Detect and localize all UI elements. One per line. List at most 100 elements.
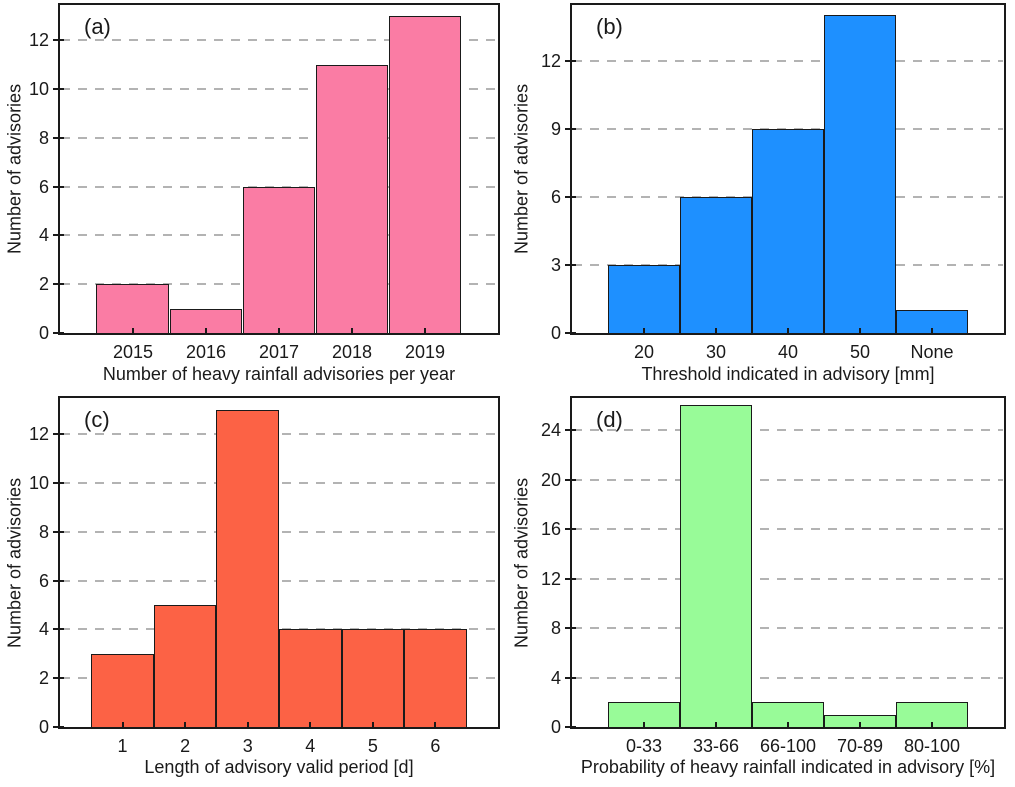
y-tick-mark: [53, 136, 64, 139]
bar-2015: [96, 284, 170, 333]
x-tick-label: 50: [849, 342, 870, 362]
panel-a: Number of advisories (a) 0 2 4 6 8 10 12 2015 20…: [0, 0, 507, 393]
x-axis-label: Threshold indicated in advisory [mm]: [641, 364, 935, 384]
plot-area-b: (b) 0 3 6 9 12 20 30 40 50 None: [541, 3, 1006, 361]
x-tick-mark: [350, 328, 353, 333]
x-tick-label: 1: [117, 736, 128, 756]
y-tick-label: 4: [550, 667, 561, 688]
gridline-y12: [573, 577, 1003, 580]
x-tick-label: 5: [367, 736, 378, 756]
y-tick-mark: [53, 530, 64, 533]
y-tick-mark: [53, 433, 64, 436]
y-tick-mark: [53, 185, 64, 188]
x-tick-mark: [246, 722, 249, 727]
y-tick-mark: [565, 263, 576, 266]
bar-6: [404, 629, 467, 727]
y-tick-mark: [53, 39, 64, 42]
x-tick-label: 66-100: [759, 736, 817, 756]
bar-1: [91, 653, 154, 727]
y-tick-mark: [53, 677, 64, 680]
x-tick-label: 33-66: [692, 736, 740, 756]
gridline-y16: [573, 528, 1003, 531]
x-tick-mark: [642, 328, 645, 333]
bar-2017: [242, 186, 316, 333]
x-tick-label: 2017: [258, 342, 300, 362]
bar-20: [607, 264, 680, 333]
x-tick-label: 2015: [112, 342, 154, 362]
gridline-y20: [573, 478, 1003, 481]
y-tick-mark: [565, 676, 576, 679]
y-tick-label: 20: [540, 469, 561, 490]
y-tick-label: 10: [28, 472, 49, 493]
y-tick-mark: [565, 478, 576, 481]
gridline-y8: [61, 530, 497, 533]
x-tick-mark: [931, 328, 933, 333]
y-tick-label: 8: [550, 618, 561, 639]
y-tick-label: 0: [550, 717, 561, 737]
gridline-y6: [61, 579, 497, 582]
y-axis-label: Number of advisories: [4, 83, 25, 255]
y-tick-mark: [565, 429, 576, 432]
x-tick-mark: [424, 328, 426, 333]
x-tick-label: 0-33: [625, 736, 662, 756]
y-tick-mark: [565, 627, 576, 630]
y-axis-label: Number of advisories: [511, 83, 532, 255]
y-tick-label: 12: [540, 50, 561, 71]
y-axis-label: Number of advisories: [511, 477, 532, 648]
plot-area-c: (c) 0 2 4 6 8 10 12 1 2 3 4 5 6: [29, 396, 500, 755]
y-tick-mark: [565, 127, 576, 130]
x-tick-mark: [371, 722, 374, 727]
y-tick-label: 24: [540, 420, 561, 441]
y-tick-label: 12: [540, 568, 561, 589]
gridline-y12: [61, 39, 497, 42]
bar-3: [216, 409, 279, 727]
y-tick-label: 8: [38, 127, 49, 148]
y-tick-mark: [53, 579, 64, 582]
x-tick-mark: [714, 722, 717, 727]
x-tick-label: 2018: [331, 342, 373, 362]
x-tick-label: 40: [777, 342, 799, 362]
panel-c: Number of advisories (c) 0 2 4 6 8 10 12 1 2 3 4 5 6…: [0, 393, 507, 787]
y-tick-label: 9: [550, 118, 561, 139]
y-tick-label: 2: [38, 274, 49, 295]
bar-4: [279, 629, 342, 727]
y-tick-label: 6: [38, 570, 49, 591]
panel-b: Number of advisories (b) 0 3 6 9 12 20 30 40 50 N…: [507, 0, 1015, 393]
y-tick-label: 3: [550, 254, 561, 275]
x-tick-label: None: [910, 342, 954, 362]
y-tick-mark: [565, 332, 576, 334]
y-tick-label: 10: [28, 79, 49, 100]
x-tick-mark: [204, 328, 207, 333]
panel-letter-b: (b): [596, 14, 623, 39]
bar-2: [153, 604, 217, 727]
bar-2018: [315, 64, 389, 333]
bar-70-89: [824, 714, 896, 727]
x-tick-label: 2: [180, 736, 191, 756]
y-tick-label: 0: [550, 323, 561, 343]
bar-30: [680, 196, 752, 333]
panel-d: Number of advisories (d) 0 4 8 12 16 20 24 0-33…: [507, 393, 1015, 787]
x-axis-label: Number of heavy rainfall advisories per …: [102, 364, 456, 384]
y-tick-label: 8: [38, 521, 49, 542]
x-tick-label: 2019: [404, 342, 446, 362]
y-tick-mark: [565, 59, 576, 62]
x-tick-label: 70-89: [836, 736, 884, 756]
y-tick-mark: [53, 481, 64, 484]
gridline-y12: [573, 59, 1003, 62]
y-tick-mark: [565, 195, 576, 198]
x-tick-label: 30: [705, 342, 726, 362]
y-tick-label: 4: [38, 225, 49, 246]
x-axis-label: Probability of heavy rainfall indicated …: [580, 757, 996, 777]
x-tick-label: 6: [430, 736, 441, 756]
y-tick-mark: [53, 332, 64, 334]
gridline-y8: [573, 627, 1003, 630]
y-axis-label: Number of advisories: [4, 477, 25, 648]
x-tick-label: 2016: [185, 342, 227, 362]
y-tick-label: 2: [38, 668, 49, 689]
x-tick-mark: [858, 328, 861, 333]
gridline-y8: [61, 136, 497, 139]
y-tick-label: 6: [550, 186, 561, 207]
y-tick-mark: [53, 88, 64, 91]
y-tick-mark: [53, 234, 64, 237]
x-tick-mark: [184, 722, 187, 727]
